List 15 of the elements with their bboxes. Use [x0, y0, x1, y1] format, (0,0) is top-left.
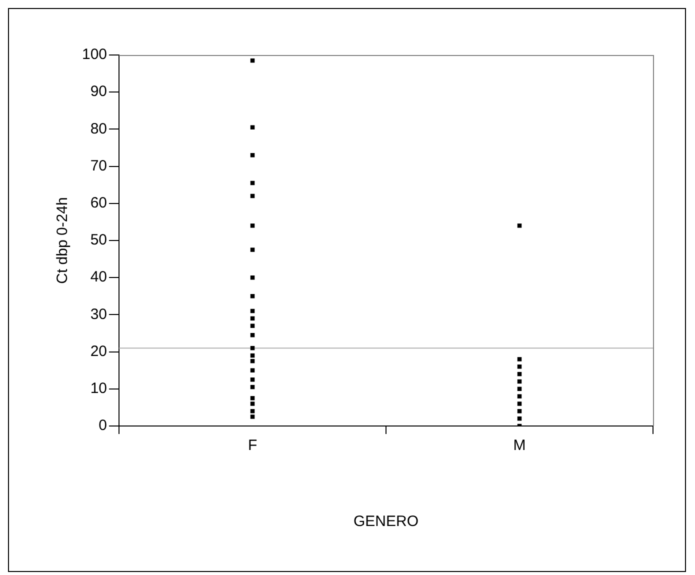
y-tick-label: 0	[98, 417, 108, 434]
x-tick-label: F	[248, 437, 258, 454]
y-axis-title: Ct dbp 0-24h	[54, 197, 72, 284]
y-tick-label: 10	[90, 380, 108, 398]
y-tick-label: 80	[90, 120, 108, 138]
y-tick-label: 20	[90, 342, 108, 360]
y-tick-label: 60	[90, 194, 108, 212]
y-tick-label: 50	[90, 232, 108, 249]
y-tick-label: 40	[90, 268, 108, 286]
x-tick-label: M	[513, 437, 526, 454]
y-tick-label: 30	[90, 306, 108, 323]
y-tick-label: 100	[82, 46, 108, 64]
y-tick-label: 70	[90, 157, 108, 174]
y-tick-label: 90	[90, 83, 108, 100]
x-axis-title: GENERO	[354, 513, 419, 530]
